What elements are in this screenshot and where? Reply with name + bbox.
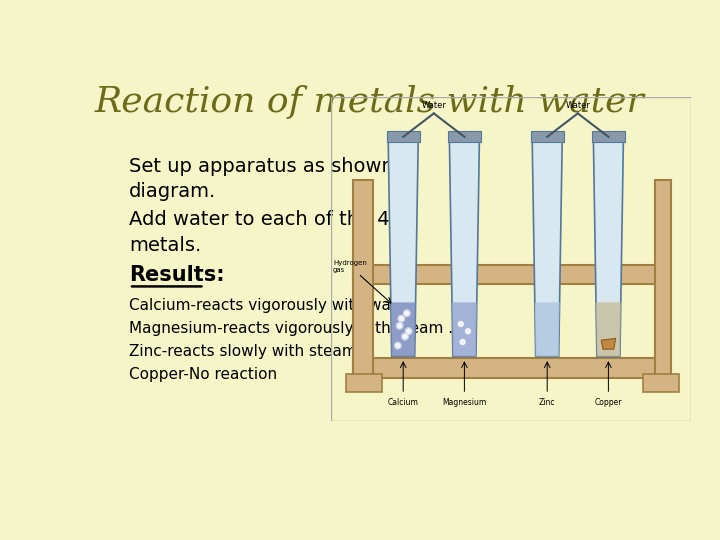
Text: Magnesium: Magnesium	[442, 398, 487, 407]
Polygon shape	[449, 133, 480, 356]
FancyBboxPatch shape	[655, 180, 671, 378]
Text: Water: Water	[421, 101, 446, 110]
FancyBboxPatch shape	[531, 131, 564, 142]
FancyBboxPatch shape	[592, 131, 625, 142]
FancyBboxPatch shape	[346, 374, 382, 393]
Text: Magnesium-reacts vigorously with steam .: Magnesium-reacts vigorously with steam .	[129, 321, 453, 336]
Text: Calcium: Calcium	[388, 398, 418, 407]
FancyBboxPatch shape	[387, 131, 420, 142]
FancyBboxPatch shape	[448, 131, 481, 142]
Text: Copper-No reaction: Copper-No reaction	[129, 367, 277, 382]
Circle shape	[405, 328, 412, 334]
Text: Results:: Results:	[129, 265, 225, 285]
Polygon shape	[452, 302, 477, 356]
Circle shape	[458, 321, 464, 327]
Circle shape	[403, 310, 410, 316]
Text: Add water to each of the 4: Add water to each of the 4	[129, 210, 390, 229]
FancyBboxPatch shape	[353, 265, 670, 285]
Polygon shape	[601, 339, 616, 349]
FancyBboxPatch shape	[642, 374, 678, 393]
Circle shape	[402, 333, 408, 340]
FancyBboxPatch shape	[353, 358, 670, 378]
Text: Reaction of metals with water: Reaction of metals with water	[94, 85, 644, 119]
Polygon shape	[391, 302, 415, 356]
Polygon shape	[532, 133, 562, 356]
Text: Zinc-reacts slowly with steam.: Zinc-reacts slowly with steam.	[129, 344, 361, 359]
Text: Water: Water	[565, 101, 590, 110]
Polygon shape	[535, 302, 559, 356]
Polygon shape	[388, 133, 418, 356]
Text: Hydrogen
gas: Hydrogen gas	[333, 260, 367, 273]
Text: metals.: metals.	[129, 236, 202, 255]
Circle shape	[460, 340, 465, 345]
Text: diagram.: diagram.	[129, 182, 216, 201]
FancyBboxPatch shape	[353, 180, 373, 378]
Polygon shape	[596, 302, 621, 356]
Circle shape	[395, 342, 401, 349]
Text: Calcium-reacts vigorously with water: Calcium-reacts vigorously with water	[129, 299, 413, 313]
Text: Zinc: Zinc	[539, 398, 555, 407]
Circle shape	[396, 322, 403, 329]
Text: Set up apparatus as shown in: Set up apparatus as shown in	[129, 157, 418, 176]
Text: Copper: Copper	[595, 398, 622, 407]
Polygon shape	[593, 133, 624, 356]
Circle shape	[398, 315, 405, 322]
Circle shape	[465, 329, 471, 334]
